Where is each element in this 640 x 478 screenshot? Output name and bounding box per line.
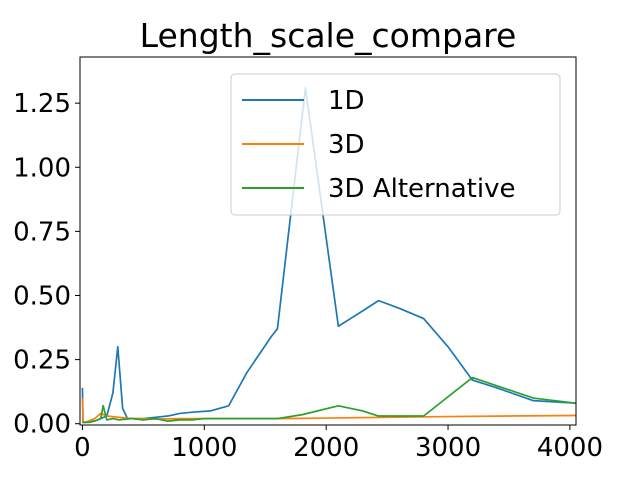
legend-box xyxy=(230,73,561,216)
chart-title: Length_scale_compare xyxy=(140,16,517,55)
y-tick-label: 0.50 xyxy=(13,281,71,311)
x-tick-label: 0 xyxy=(74,433,91,463)
legend-label: 3D Alternative xyxy=(328,174,515,204)
y-tick-label: 0.25 xyxy=(13,346,71,376)
legend: 1D 3D 3D Alternative xyxy=(230,73,561,216)
series-line-3d-alternative xyxy=(82,376,576,424)
legend-label: 1D xyxy=(328,86,365,116)
x-tick-label: 2000 xyxy=(293,433,359,463)
y-tick-label: 1.25 xyxy=(13,89,71,119)
series-layer xyxy=(81,86,576,424)
y-tick-label: 1.00 xyxy=(13,153,71,183)
y-tick-label: 0.75 xyxy=(13,217,71,247)
y-tick-label: 0.00 xyxy=(13,410,71,440)
axes-layer: 0 1000 2000 3000 4000 0.00 0.25 0.50 0.75 1.00 1.2… xyxy=(13,56,603,463)
legend-label: 3D xyxy=(328,130,365,160)
x-tick-label: 1000 xyxy=(171,433,237,463)
x-tick-label: 3000 xyxy=(415,433,481,463)
x-tick-label: 4000 xyxy=(537,433,603,463)
plot-frame xyxy=(79,56,577,426)
series-line-1d xyxy=(81,86,576,424)
